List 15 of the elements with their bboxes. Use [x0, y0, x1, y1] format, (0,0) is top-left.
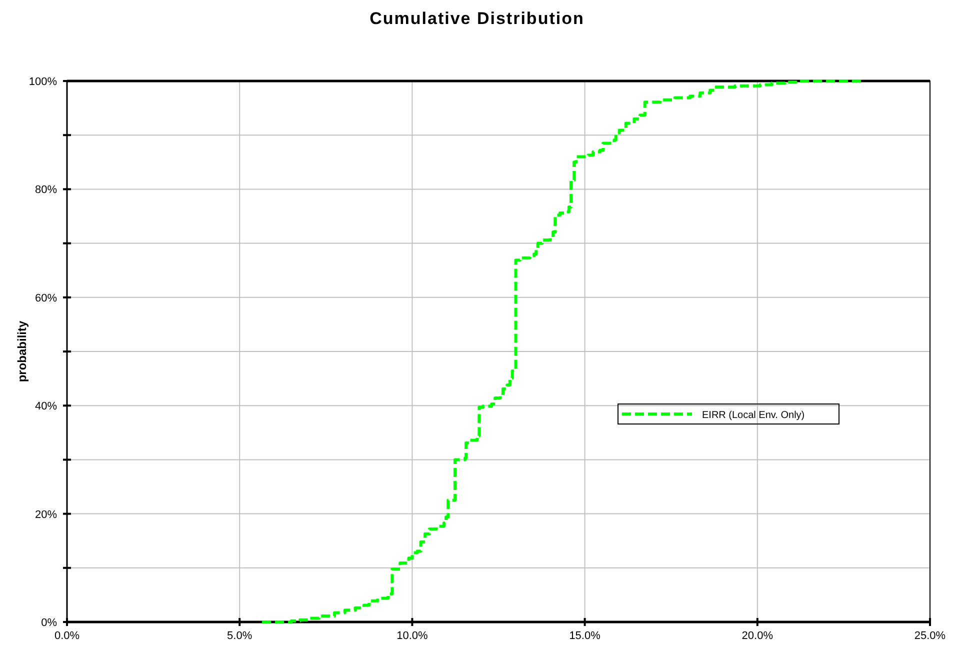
- chart-title: Cumulative Distribution: [370, 9, 584, 28]
- x-tick-label: 20.0%: [742, 630, 774, 642]
- x-tick-label: 5.0%: [227, 630, 252, 642]
- y-tick-label: 60%: [34, 292, 58, 304]
- y-tick-label: 80%: [34, 184, 58, 196]
- x-tick-label: 10.0%: [396, 630, 428, 642]
- x-tick-label: 15.0%: [569, 630, 601, 642]
- x-tick-label: 0.0%: [54, 630, 80, 642]
- y-axis-title: probability: [15, 320, 29, 382]
- y-tick-label: 0%: [41, 617, 58, 629]
- text: EIRR (Local Env. Only): [702, 410, 805, 421]
- y-tick-label: 40%: [34, 400, 58, 413]
- x-tick-label: 25.0%: [914, 630, 946, 642]
- y-tick-label: 100%: [28, 76, 58, 88]
- y-tick-label: 20%: [34, 508, 58, 521]
